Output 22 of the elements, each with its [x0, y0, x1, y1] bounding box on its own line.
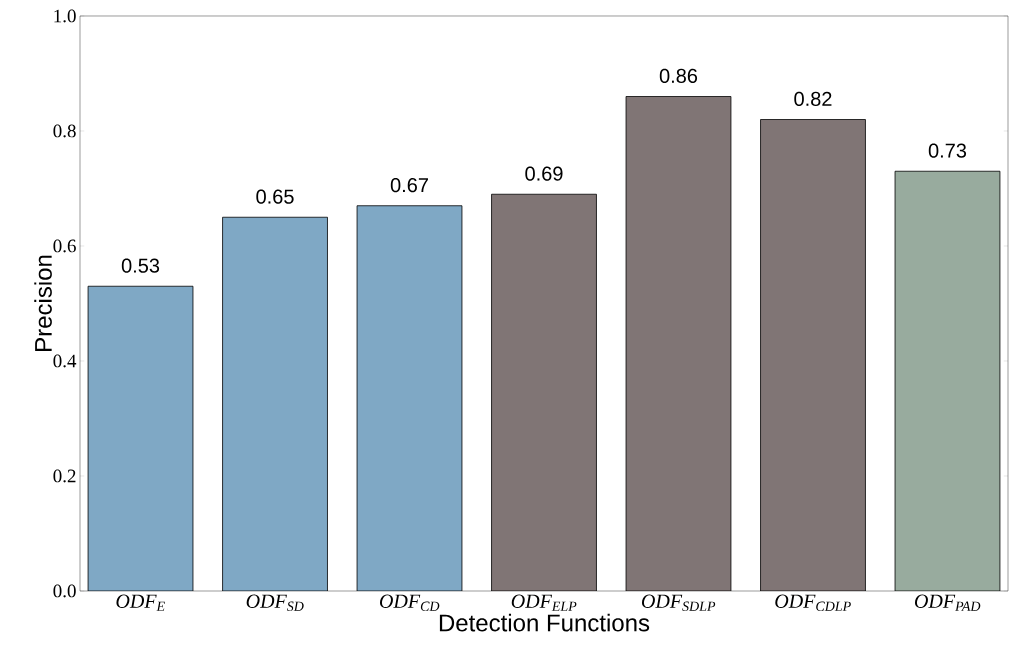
- x-tick-label: ODF$_{SDLP}$: [641, 594, 716, 611]
- x-tick-label: ODF$_{E}$: [116, 594, 165, 611]
- y-tick-label: 0.0: [53, 584, 76, 598]
- y-axis-title: Precision: [34, 255, 52, 351]
- data-label: 0.67: [390, 178, 428, 193]
- x-axis-title: Detection Functions: [439, 613, 650, 632]
- y-tick-label: 0.2: [53, 469, 76, 483]
- y-tick-label: 0.6: [53, 239, 76, 253]
- data-label: 0.69: [525, 166, 563, 181]
- data-label: 0.73: [928, 143, 967, 158]
- y-tick-label: 0.8: [53, 124, 76, 138]
- y-tick-label: 1.0: [54, 9, 76, 23]
- data-label: 0.86: [659, 68, 698, 83]
- data-label: 0.65: [256, 189, 294, 204]
- x-tick-label: ODF$_{SD}$: [246, 594, 304, 611]
- y-tick-label: 0.4: [53, 354, 77, 368]
- data-label: 0.82: [794, 91, 832, 106]
- x-tick-label: ODF$_{CD}$: [379, 594, 440, 611]
- x-tick-label: ODF$_{ELP}$: [511, 594, 577, 611]
- x-tick-label: ODF$_{CDLP}$: [775, 594, 851, 611]
- data-label: 0.53: [121, 258, 160, 273]
- x-tick-label: ODF$_{PAD}$: [914, 594, 981, 611]
